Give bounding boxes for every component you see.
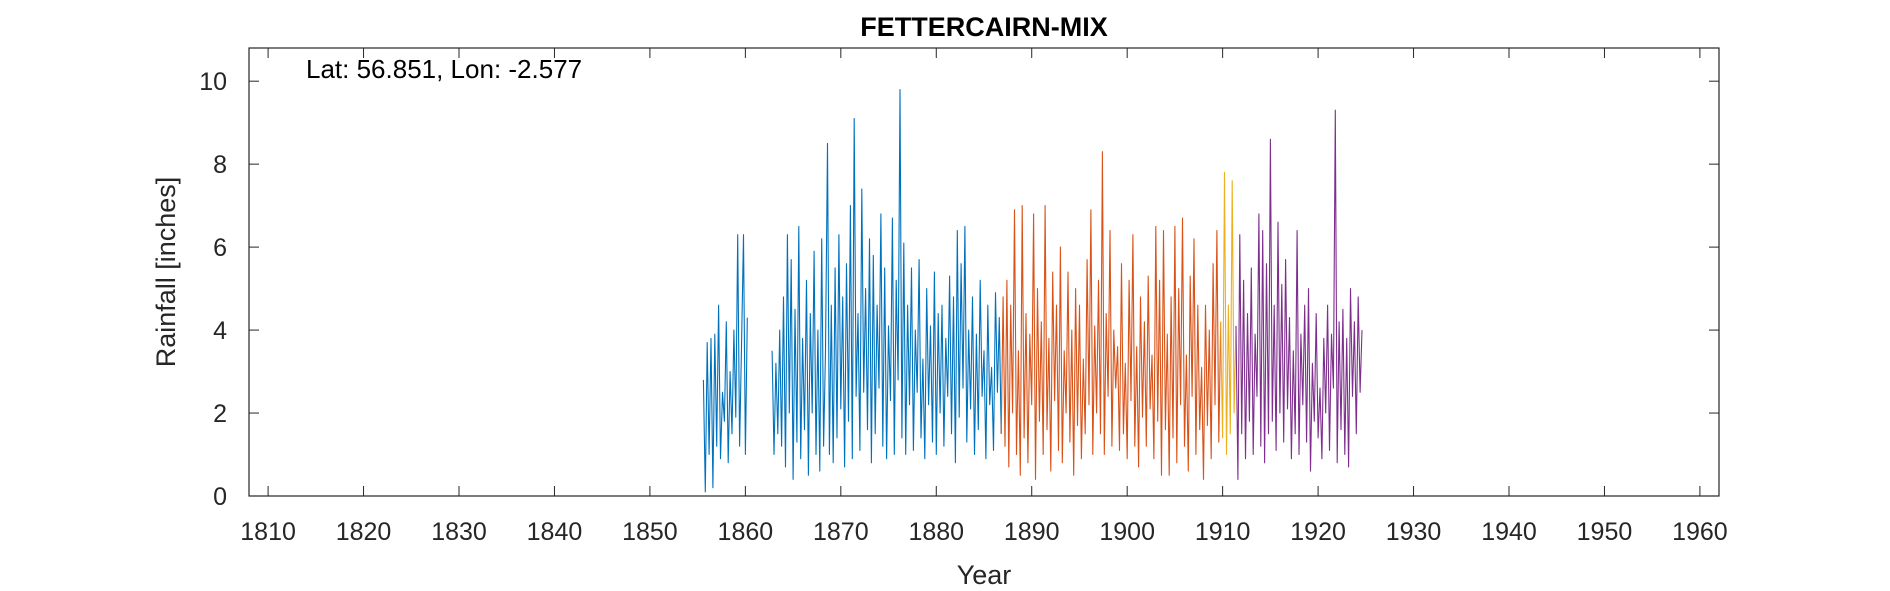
series-line: [1235, 109, 1363, 480]
series-line: [1000, 151, 1222, 480]
chart-title: FETTERCAIRN-MIX: [860, 12, 1107, 42]
x-tick-label: 1880: [908, 518, 964, 546]
y-tick-label: 10: [199, 68, 227, 96]
series-line: [1220, 171, 1237, 456]
y-tick-label: 6: [213, 234, 227, 262]
x-tick-label: 1930: [1386, 518, 1442, 546]
x-tick-label: 1860: [718, 518, 774, 546]
x-tick-label: 1870: [813, 518, 869, 546]
series-line: [702, 234, 748, 493]
series-3: [1220, 171, 1237, 456]
plot-frame: [248, 47, 1720, 497]
x-axis-label: Year: [957, 560, 1012, 590]
series-2: [1000, 151, 1222, 480]
tick-layer: 1810 1820 1830 1840 1850 1860 1870 1880 1890 1900…: [199, 48, 1728, 546]
series-4: [1235, 109, 1363, 480]
series-line: [771, 88, 1002, 480]
x-tick-label: 1850: [622, 518, 678, 546]
x-tick-label: 1840: [527, 518, 583, 546]
plot-background: [249, 48, 1719, 496]
location-annotation: Lat: 56.851, Lon: -2.577: [306, 54, 582, 84]
y-axis-label: Rainfall [inches]: [151, 177, 181, 368]
x-tick-label: 1910: [1195, 518, 1251, 546]
x-tick-label: 1890: [1004, 518, 1060, 546]
series-1: [702, 88, 1002, 493]
x-tick-label: 1950: [1577, 518, 1633, 546]
x-tick-label: 1810: [240, 518, 296, 546]
x-tick-label: 1940: [1481, 518, 1537, 546]
x-tick-label: 1820: [336, 518, 392, 546]
x-tick-label: 1920: [1290, 518, 1346, 546]
x-tick-label: 1830: [431, 518, 487, 546]
y-tick-label: 8: [213, 151, 227, 179]
series-layer: [702, 88, 1363, 493]
y-tick-label: 2: [213, 400, 227, 428]
x-tick-label: 1960: [1672, 518, 1728, 546]
x-tick-label: 1900: [1099, 518, 1155, 546]
y-tick-label: 0: [213, 483, 227, 511]
y-tick-label: 4: [213, 317, 227, 345]
